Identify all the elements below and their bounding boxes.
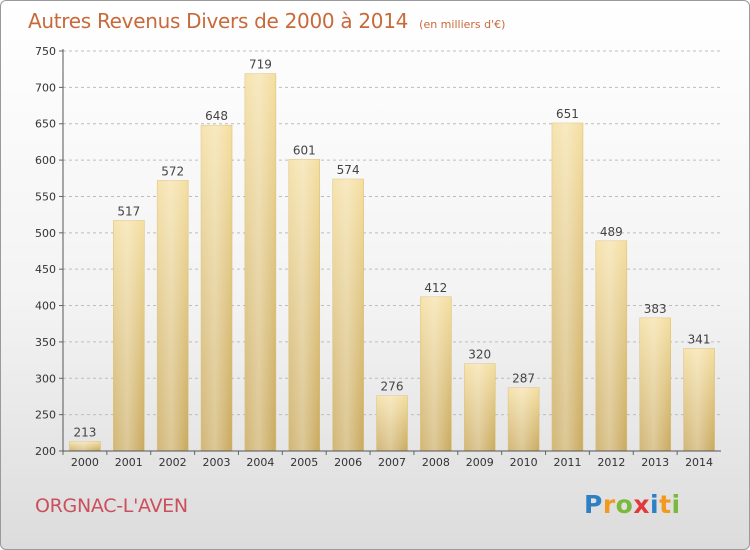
bar-value-label: 648 xyxy=(205,109,228,123)
bar-highlight xyxy=(69,441,101,451)
x-tick-label: 2001 xyxy=(115,456,143,469)
bar-highlight xyxy=(244,73,276,451)
x-tick-label: 2008 xyxy=(422,456,450,469)
y-tick-label: 750 xyxy=(35,45,56,58)
x-tick-label: 2009 xyxy=(466,456,494,469)
bar-value-label: 651 xyxy=(556,107,579,121)
bar-highlight xyxy=(288,159,320,451)
bar-highlight xyxy=(639,317,671,451)
x-tick-label: 2007 xyxy=(378,456,406,469)
chart-unit: (en milliers d'€) xyxy=(419,18,506,31)
x-tick-label: 2002 xyxy=(159,456,187,469)
y-tick-label: 600 xyxy=(35,154,56,167)
bar-value-label: 383 xyxy=(644,302,667,316)
logo-letter: P xyxy=(584,490,603,519)
bar-value-label: 287 xyxy=(512,372,535,386)
x-tick-label: 2010 xyxy=(510,456,538,469)
x-tick-label: 2006 xyxy=(334,456,362,469)
value-labels: 213 517 572 648 719 601 574 276 412 320 287 651 489 3… xyxy=(73,58,710,440)
bar-highlight xyxy=(683,348,715,451)
x-tick-label: 2000 xyxy=(71,456,99,469)
bar-value-label: 213 xyxy=(73,426,96,440)
bar-value-label: 601 xyxy=(293,143,316,157)
x-tick-label: 2014 xyxy=(685,456,713,469)
logo-letter: i xyxy=(671,490,681,519)
logo-letter: o xyxy=(615,490,634,519)
bar-highlight xyxy=(464,363,496,451)
proxiti-logo: Proxiti xyxy=(584,490,681,519)
bar-highlight xyxy=(508,387,540,451)
bar-value-label: 489 xyxy=(600,225,623,239)
y-tick-label: 200 xyxy=(35,445,56,458)
bar-highlight xyxy=(551,123,583,451)
logo-letter: i xyxy=(650,490,660,519)
x-axis-labels: 2000 2001 2002 2003 2004 2005 2006 2007 2008 2009… xyxy=(71,456,713,469)
logo-letter: r xyxy=(602,490,616,519)
bars xyxy=(69,73,715,452)
bar-value-label: 412 xyxy=(424,281,447,295)
bar-highlight xyxy=(157,180,189,452)
bar-value-label: 719 xyxy=(249,58,272,72)
x-tick-label: 2013 xyxy=(641,456,669,469)
y-tick-label: 400 xyxy=(35,300,56,313)
bar-highlight xyxy=(420,296,452,451)
y-tick-label: 300 xyxy=(35,372,56,385)
x-tick-label: 2011 xyxy=(553,456,581,469)
x-tick-label: 2003 xyxy=(203,456,231,469)
bar-highlight xyxy=(201,125,233,451)
bar-value-label: 276 xyxy=(381,380,404,394)
bar-highlight xyxy=(113,220,145,451)
y-tick-label: 650 xyxy=(35,118,56,131)
bar-value-label: 320 xyxy=(468,348,491,362)
commune-name: ORGNAC-L'AVEN xyxy=(35,495,188,517)
bar-value-label: 517 xyxy=(117,204,140,218)
bar-highlight xyxy=(595,240,627,451)
chart-title: Autres Revenus Divers de 2000 à 2014 xyxy=(28,9,409,33)
bar-highlight xyxy=(332,179,364,451)
bar-value-label: 341 xyxy=(688,332,711,346)
y-axis-labels: 200 250 300 350 400 450 500 550 600 650 700 750 xyxy=(35,45,56,458)
x-tick-label: 2012 xyxy=(597,456,625,469)
x-tick-label: 2005 xyxy=(290,456,318,469)
y-tick-label: 550 xyxy=(35,190,56,203)
y-tick-label: 500 xyxy=(35,227,56,240)
bar-highlight xyxy=(376,395,408,451)
y-tick-label: 450 xyxy=(35,263,56,276)
bar-value-label: 572 xyxy=(161,164,184,178)
y-tick-label: 700 xyxy=(35,81,56,94)
y-tick-label: 250 xyxy=(35,409,56,422)
bar-value-label: 574 xyxy=(337,163,360,177)
logo-letter: x xyxy=(633,490,650,519)
y-tick-label: 350 xyxy=(35,336,56,349)
logo-letter: t xyxy=(659,490,672,519)
axes xyxy=(62,49,721,452)
x-tick-label: 2004 xyxy=(246,456,274,469)
chart-title-row: Autres Revenus Divers de 2000 à 2014 (en… xyxy=(28,9,505,33)
